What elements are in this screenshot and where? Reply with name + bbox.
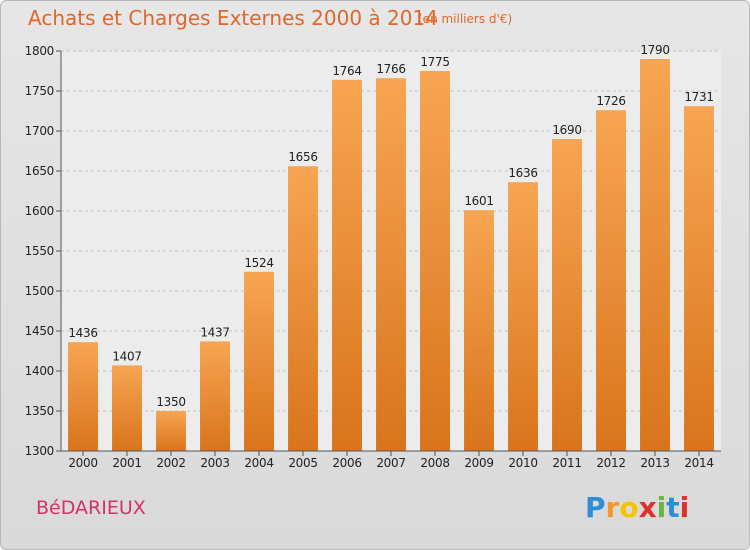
commune-name: BéDARIEUX bbox=[36, 497, 146, 519]
x-tick-label: 2005 bbox=[288, 456, 317, 470]
bar-2013 bbox=[640, 59, 670, 451]
value-label: 1775 bbox=[420, 55, 449, 69]
bar-2012 bbox=[596, 110, 626, 451]
value-label: 1766 bbox=[376, 62, 405, 76]
x-tick-label: 2014 bbox=[684, 456, 713, 470]
bar-2002 bbox=[156, 411, 186, 451]
bars: 1436 1407 1350 1437 1524 1656 1764 1766 1775 1601… bbox=[68, 43, 714, 452]
x-tick-label: 2001 bbox=[112, 456, 141, 470]
x-tick-label: 2002 bbox=[156, 456, 185, 470]
x-tick-label: 2000 bbox=[68, 456, 97, 470]
bar-2000 bbox=[68, 342, 98, 451]
bar-2003 bbox=[200, 341, 230, 451]
x-tick-label: 2003 bbox=[200, 456, 229, 470]
value-label: 1731 bbox=[684, 90, 713, 104]
x-tick-label: 2013 bbox=[640, 456, 669, 470]
y-tick-label: 1500 bbox=[25, 284, 54, 298]
logo-letter: x bbox=[639, 491, 657, 524]
value-label: 1726 bbox=[596, 94, 625, 108]
y-tick-label: 1650 bbox=[25, 164, 54, 178]
chart-title: Achats et Charges Externes 2000 à 2014 bbox=[28, 6, 438, 30]
bar-2009 bbox=[464, 210, 494, 451]
value-label: 1524 bbox=[244, 256, 273, 270]
bar-2014 bbox=[684, 106, 714, 451]
y-tick-label: 1450 bbox=[25, 324, 54, 338]
x-tick-label: 2012 bbox=[596, 456, 625, 470]
value-label: 1656 bbox=[288, 150, 317, 164]
bar-2007 bbox=[376, 78, 406, 451]
chart-subtitle: (en milliers d'€) bbox=[418, 12, 512, 26]
y-tick-label: 1400 bbox=[25, 364, 54, 378]
y-tick-label: 1600 bbox=[25, 204, 54, 218]
y-tick-label: 1750 bbox=[25, 84, 54, 98]
logo-letter: o bbox=[619, 491, 638, 524]
value-label: 1636 bbox=[508, 166, 537, 180]
y-tick-label: 1550 bbox=[25, 244, 54, 258]
y-tick-label: 1700 bbox=[25, 124, 54, 138]
value-label: 1437 bbox=[200, 325, 229, 339]
y-tick-label: 1350 bbox=[25, 404, 54, 418]
bar-2008 bbox=[420, 71, 450, 451]
value-label: 1764 bbox=[332, 64, 361, 78]
bar-2011 bbox=[552, 139, 582, 451]
proxiti-logo: Proxiti bbox=[585, 491, 689, 524]
bar-2006 bbox=[332, 79, 362, 452]
logo-letter: P bbox=[585, 491, 606, 524]
value-label: 1790 bbox=[640, 43, 669, 57]
y-tick-label: 1800 bbox=[25, 44, 54, 58]
x-tick-label: 2004 bbox=[244, 456, 273, 470]
x-tick-label: 2008 bbox=[420, 456, 449, 470]
bar-2001 bbox=[112, 365, 142, 451]
bar-2004 bbox=[244, 271, 274, 451]
axes: 1300 1350 1400 1450 1500 1550 1600 1650 1700 1750… bbox=[25, 44, 721, 470]
x-tick-label: 2010 bbox=[508, 456, 537, 470]
logo-letter: i bbox=[657, 491, 667, 524]
value-label: 1601 bbox=[464, 194, 493, 208]
x-tick-label: 2011 bbox=[552, 456, 581, 470]
value-label: 1407 bbox=[112, 349, 141, 363]
logo-letter: r bbox=[606, 491, 620, 524]
value-label: 1690 bbox=[552, 123, 581, 137]
logo-letter: i bbox=[680, 491, 690, 524]
x-tick-label: 2009 bbox=[464, 456, 493, 470]
y-tick-label: 1300 bbox=[25, 444, 54, 458]
value-label: 1350 bbox=[156, 395, 185, 409]
bar-2010 bbox=[508, 182, 538, 451]
x-tick-label: 2007 bbox=[376, 456, 405, 470]
x-tick-label: 2006 bbox=[332, 456, 361, 470]
logo-letter: t bbox=[666, 491, 679, 524]
value-label: 1436 bbox=[68, 326, 97, 340]
bar-2005 bbox=[288, 166, 318, 451]
